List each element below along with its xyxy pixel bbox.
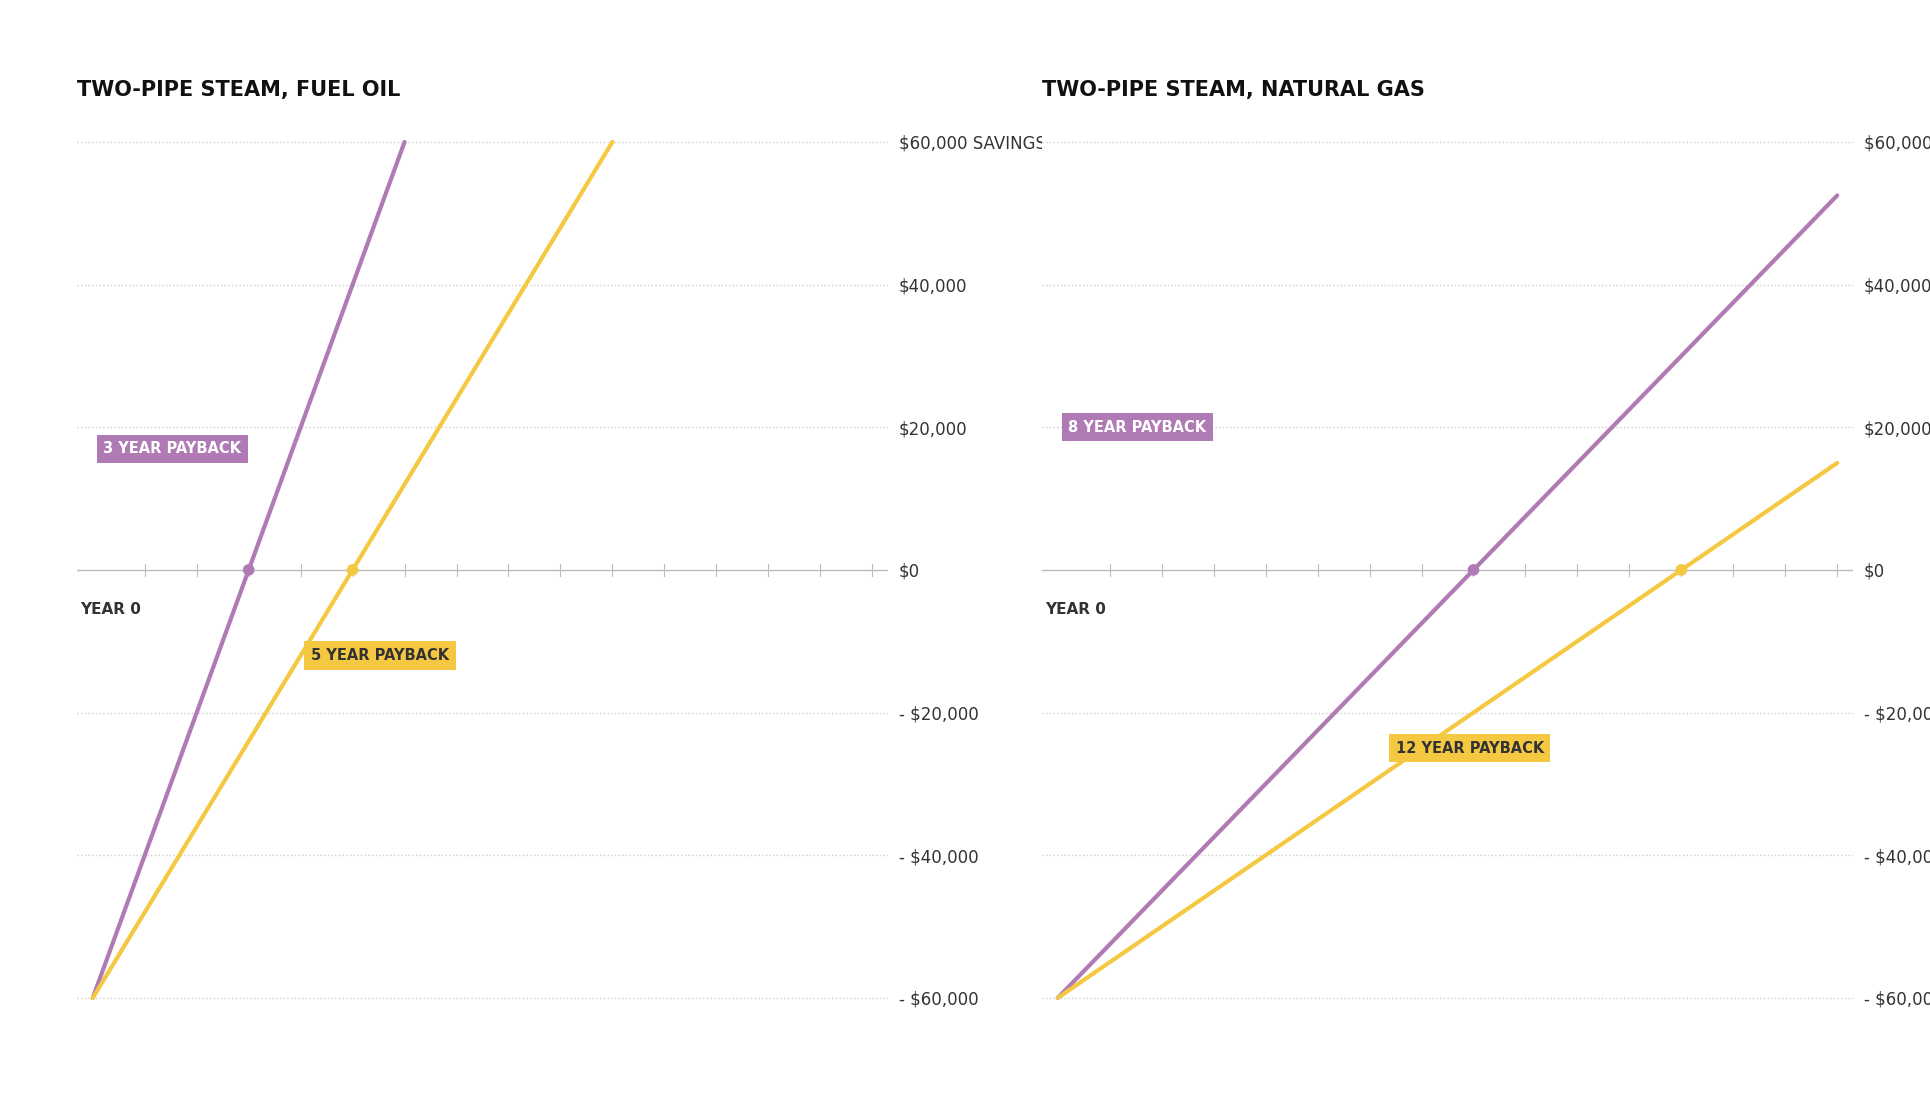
Text: TWO-PIPE STEAM, FUEL OIL: TWO-PIPE STEAM, FUEL OIL	[77, 80, 401, 100]
Text: 8 YEAR PAYBACK: 8 YEAR PAYBACK	[1067, 420, 1206, 435]
Point	[338, 561, 369, 579]
Text: 12 YEAR PAYBACK: 12 YEAR PAYBACK	[1395, 741, 1544, 756]
Point	[234, 561, 264, 579]
Text: 5 YEAR PAYBACK: 5 YEAR PAYBACK	[311, 648, 450, 663]
Text: TWO-PIPE STEAM, NATURAL GAS: TWO-PIPE STEAM, NATURAL GAS	[1042, 80, 1424, 100]
Point	[1457, 561, 1488, 579]
Point	[1666, 561, 1696, 579]
Text: YEAR 0: YEAR 0	[1044, 602, 1106, 617]
Text: YEAR 0: YEAR 0	[79, 602, 141, 617]
Text: 3 YEAR PAYBACK: 3 YEAR PAYBACK	[102, 442, 241, 456]
